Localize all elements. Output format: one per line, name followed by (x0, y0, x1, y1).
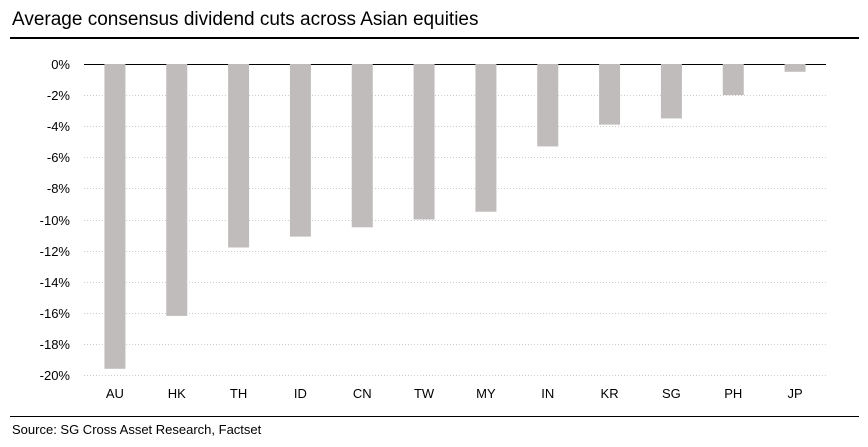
gridlines (84, 64, 826, 376)
bar (722, 64, 744, 96)
x-tick-label: SG (662, 386, 681, 401)
footer-rule (10, 416, 859, 417)
x-tick-label: ID (294, 386, 307, 401)
bar (289, 64, 311, 237)
y-tick-label: -10% (40, 213, 71, 228)
bar (413, 64, 435, 220)
bar (784, 64, 806, 72)
y-axis-ticks: 0% -2% -4% -6% -8% -10% -12% -14% -16% -18% -20% (40, 57, 71, 383)
bar (660, 64, 682, 119)
y-tick-label: -2% (47, 88, 71, 103)
bar (166, 64, 188, 316)
y-tick-label: -14% (40, 275, 71, 290)
x-tick-label: PH (724, 386, 742, 401)
x-tick-label: IN (541, 386, 554, 401)
y-tick-label: -16% (40, 306, 71, 321)
chart-title: Average consensus dividend cuts across A… (12, 9, 479, 30)
bars (104, 64, 806, 369)
x-axis-ticks: AU HK TH ID CN TW MY IN KR SG PH JP (106, 386, 803, 401)
y-tick-label: -18% (40, 337, 71, 352)
title-rule (10, 37, 859, 39)
x-tick-label: HK (168, 386, 186, 401)
bar (537, 64, 559, 147)
x-tick-label: JP (787, 386, 802, 401)
bar (228, 64, 250, 248)
x-tick-label: TH (230, 386, 247, 401)
y-tick-label: -6% (47, 150, 71, 165)
x-tick-label: AU (106, 386, 124, 401)
y-tick-label: 0% (51, 57, 70, 72)
y-tick-label: -4% (47, 119, 71, 134)
y-tick-label: -12% (40, 244, 71, 259)
x-tick-label: MY (476, 386, 496, 401)
x-tick-label: CN (353, 386, 372, 401)
bar (104, 64, 126, 369)
bar (351, 64, 373, 228)
bar (599, 64, 621, 125)
source-note: Source: SG Cross Asset Research, Factset (12, 422, 262, 437)
x-tick-label: TW (414, 386, 435, 401)
x-tick-label: KR (601, 386, 619, 401)
y-tick-label: -8% (47, 181, 71, 196)
bar (475, 64, 497, 212)
y-tick-label: -20% (40, 368, 71, 383)
